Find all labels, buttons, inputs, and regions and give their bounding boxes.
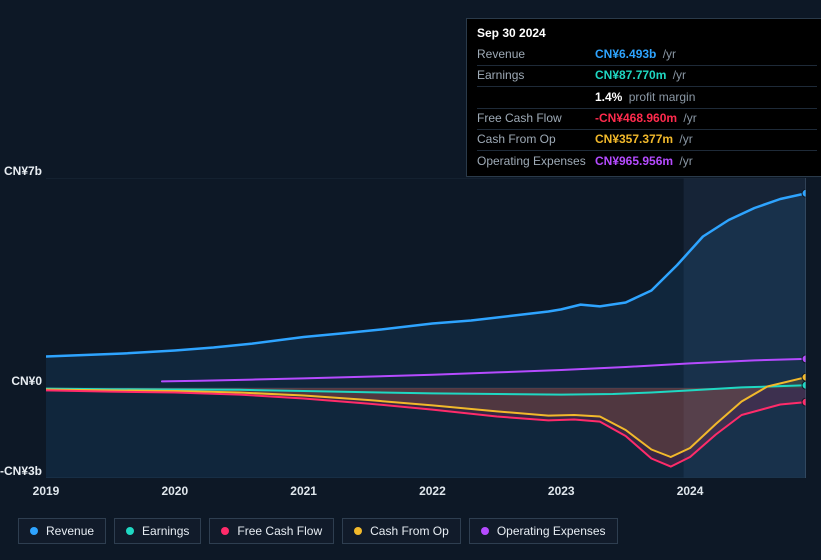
legend-label: Earnings [142,524,189,538]
legend-item[interactable]: Operating Expenses [469,518,618,544]
tooltip-value: CN¥357.377m /yr [595,131,693,148]
tooltip-value: 1.4% profit margin [595,89,695,106]
tooltip-value: CN¥6.493b /yr [595,46,676,63]
tooltip-row: RevenueCN¥6.493b /yr [477,44,817,64]
tooltip-unit: /yr [659,47,676,61]
x-axis-tick-label: 2020 [161,484,188,498]
legend-dot-icon [354,527,362,535]
tooltip-value: CN¥965.956m /yr [595,153,693,170]
legend-item[interactable]: Cash From Op [342,518,461,544]
time-series-chart[interactable] [46,178,806,478]
tooltip-unit: /yr [680,111,697,125]
tooltip-unit: /yr [676,132,693,146]
legend-dot-icon [126,527,134,535]
legend-item[interactable]: Revenue [18,518,106,544]
y-axis-tick-label: CN¥0 [0,374,42,388]
tooltip-value: CN¥87.770m /yr [595,67,686,84]
tooltip-date: Sep 30 2024 [477,25,817,42]
x-axis-tick-label: 2023 [548,484,575,498]
tooltip-label: Earnings [477,67,595,84]
tooltip-label [477,89,595,106]
tooltip-row: Free Cash Flow-CN¥468.960m /yr [477,108,817,129]
tooltip-label: Revenue [477,46,595,63]
legend-item[interactable]: Earnings [114,518,201,544]
tooltip-row: EarningsCN¥87.770m /yr [477,65,817,86]
tooltip-label: Free Cash Flow [477,110,595,127]
legend-dot-icon [30,527,38,535]
tooltip-row: 1.4% profit margin [477,86,817,107]
x-axis-tick-label: 2022 [419,484,446,498]
legend-label: Free Cash Flow [237,524,322,538]
tooltip-row: Operating ExpensesCN¥965.956m /yr [477,150,817,171]
tooltip-row: Cash From OpCN¥357.377m /yr [477,129,817,150]
chart-container: CN¥7b CN¥0 -CN¥3b 2019 2020 2021 2022 2023 2024… [0,0,821,560]
y-axis-tick-label: CN¥7b [0,164,42,178]
x-axis-tick-label: 2019 [33,484,60,498]
y-axis-tick-label: -CN¥3b [0,464,42,478]
legend-label: Operating Expenses [497,524,606,538]
tooltip-label: Operating Expenses [477,153,595,170]
tooltip-unit: profit margin [625,90,695,104]
chart-tooltip: Sep 30 2024 RevenueCN¥6.493b /yrEarnings… [466,18,821,177]
x-axis-tick-label: 2021 [290,484,317,498]
chart-legend: Revenue Earnings Free Cash Flow Cash From O… [18,518,618,544]
x-axis-tick-label: 2024 [677,484,704,498]
legend-label: Cash From Op [370,524,449,538]
legend-dot-icon [221,527,229,535]
legend-item[interactable]: Free Cash Flow [209,518,334,544]
legend-dot-icon [481,527,489,535]
tooltip-unit: /yr [669,68,686,82]
legend-label: Revenue [46,524,94,538]
tooltip-label: Cash From Op [477,131,595,148]
tooltip-value: -CN¥468.960m /yr [595,110,697,127]
tooltip-unit: /yr [676,154,693,168]
